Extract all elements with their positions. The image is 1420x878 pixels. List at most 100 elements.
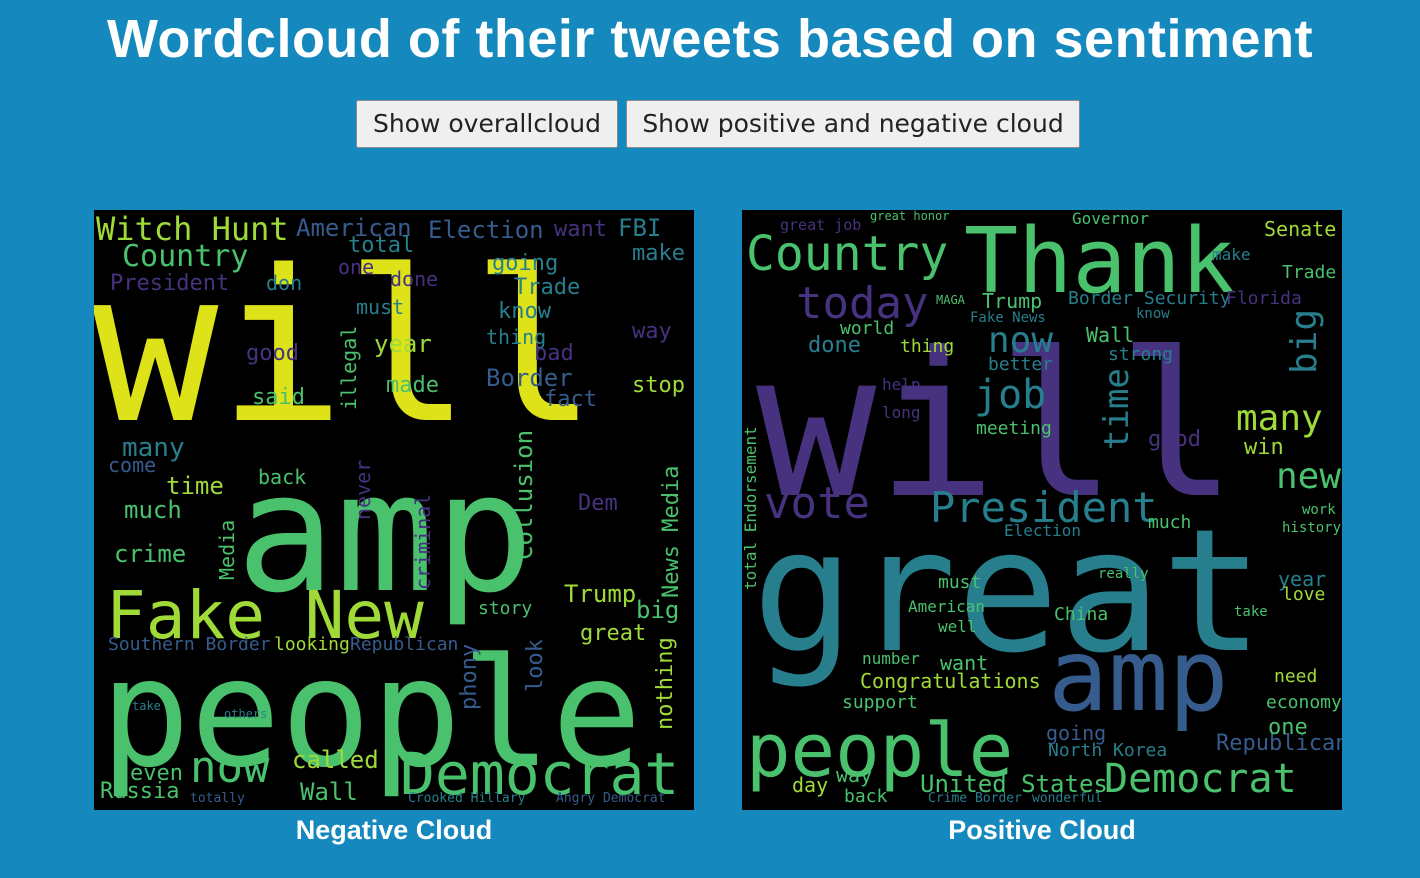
word-done: done: [808, 333, 861, 358]
word-going: going: [1046, 721, 1106, 745]
word-wonderful: wonderful: [1032, 791, 1102, 806]
word-fbi: FBI: [618, 214, 661, 242]
word-republican: Republican: [350, 634, 458, 655]
word-strong: strong: [1108, 344, 1173, 365]
word-much: much: [124, 496, 182, 524]
word-china: China: [1054, 604, 1108, 625]
word-called: called: [292, 746, 379, 774]
word-must: must: [356, 295, 404, 319]
word-year: year: [1278, 567, 1326, 591]
word-take: take: [132, 699, 161, 713]
word-number: number: [862, 649, 920, 668]
word-criminal: criminal: [411, 494, 435, 590]
word-world: world: [840, 318, 894, 339]
word-dem: Dem: [578, 491, 618, 516]
word-news-media: News Media: [659, 466, 684, 598]
word-illegal: illegal: [337, 326, 361, 410]
word-people: people: [100, 627, 642, 801]
word-much: much: [1148, 512, 1191, 533]
word-others: others: [224, 707, 267, 721]
word-new: new: [1276, 456, 1341, 497]
word-story: story: [478, 598, 532, 619]
word-win: win: [1244, 435, 1284, 460]
word-border-security: Border Security: [1068, 288, 1231, 309]
word-fake-new: Fake New: [106, 577, 424, 654]
word-want: want: [940, 651, 988, 675]
word-love: love: [1282, 584, 1325, 605]
word-now: now: [988, 320, 1053, 361]
word-collusion: Collusion: [510, 430, 538, 560]
show-positive-negative-cloud-button[interactable]: Show positive and negative cloud: [626, 100, 1080, 148]
word-vote: vote: [764, 478, 870, 529]
word-republican: Republican: [1216, 731, 1342, 756]
word-florida: Florida: [1226, 288, 1302, 309]
word-great: great: [752, 493, 1264, 691]
word-will: will: [94, 225, 598, 470]
word-know: know: [1136, 306, 1170, 322]
word-phony: phony: [457, 644, 482, 710]
positive-wordcloud-image: will great Thank Country amp people Demo…: [742, 210, 1342, 810]
word-don: don: [266, 271, 302, 295]
word-great-honor: great honor: [870, 210, 949, 223]
word-really: really: [1098, 566, 1149, 582]
word-year: year: [374, 330, 432, 358]
word-amp: amp: [1048, 617, 1229, 734]
word-witch-hunt: Witch Hunt: [96, 210, 289, 248]
word-american: American: [296, 214, 412, 242]
word-senate: Senate: [1264, 217, 1336, 241]
word-amp: amp: [236, 437, 534, 629]
word-said: said: [252, 385, 305, 410]
word-need: need: [1274, 666, 1317, 687]
word-southern-border: Southern Border: [108, 634, 271, 655]
word-make: make: [632, 241, 685, 266]
word-economy: economy: [1266, 692, 1342, 713]
word-many: many: [1236, 398, 1323, 439]
word-total: total: [348, 233, 414, 258]
word-thing: thing: [486, 325, 546, 349]
word-president: President: [110, 271, 229, 296]
word-great: great: [580, 621, 646, 646]
word-made: made: [386, 373, 439, 398]
word-back: back: [258, 465, 306, 489]
word-media: Media: [215, 520, 239, 580]
word-know: know: [498, 299, 552, 324]
word-time: time: [1097, 368, 1137, 450]
word-maga: MAGA: [936, 293, 966, 307]
word-election: Election: [1004, 521, 1081, 540]
word-crooked-hillary: Crooked Hillary: [408, 791, 526, 806]
word-now: now: [190, 742, 270, 793]
word-good: good: [246, 341, 299, 366]
word-country: Country: [746, 226, 948, 282]
word-one: one: [338, 255, 374, 279]
word-people: people: [746, 708, 1013, 794]
positive-cloud-caption: Positive Cloud: [948, 815, 1136, 845]
word-big: big: [1284, 309, 1325, 374]
word-president: President: [930, 483, 1158, 532]
word-never: never: [351, 460, 375, 520]
word-well: well: [938, 617, 977, 636]
negative-cloud-caption: Negative Cloud: [295, 815, 493, 845]
word-american: American: [908, 597, 985, 616]
word-good: good: [1148, 427, 1201, 452]
word-better: better: [988, 354, 1053, 375]
word-trump: Trump: [982, 289, 1042, 313]
word-will: will: [756, 310, 1238, 543]
word-angry-democrat: Angry Democrat: [556, 791, 666, 806]
word-bad: bad: [534, 341, 574, 366]
word-day: day: [792, 773, 828, 797]
word-long: long: [882, 403, 921, 422]
toggle-button-row: Show overallcloud Show positive and nega…: [0, 100, 1420, 150]
word-nothing: nothing: [653, 637, 678, 730]
word-congratulations: Congratulations: [860, 669, 1041, 693]
word-country: Country: [122, 239, 248, 274]
word-stop: stop: [632, 373, 685, 398]
page-title: Wordcloud of their tweets based on senti…: [106, 9, 1314, 69]
word-today: today: [796, 278, 928, 329]
word-election: Election: [428, 216, 544, 244]
show-overall-cloud-button[interactable]: Show overallcloud: [356, 100, 618, 148]
word-way: way: [836, 763, 872, 787]
word-trade: Trade: [514, 275, 580, 300]
word-want: want: [554, 217, 607, 242]
word-history: history: [1282, 520, 1341, 536]
word-great-job: great job: [780, 216, 861, 234]
